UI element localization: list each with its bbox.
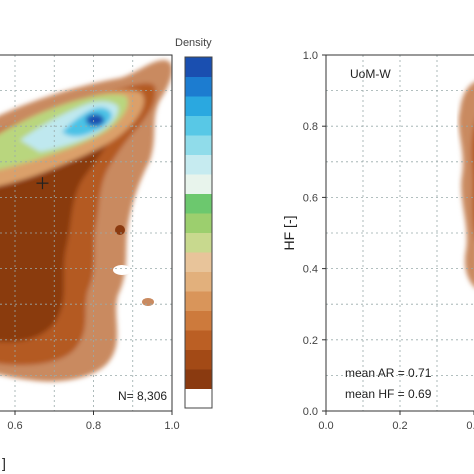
right-plot-area: 0.0 0.2 0.4 0.0 0.2 0.4 0.6 0.8 1.0 UoM-W mean A… [281,50,474,432]
colorbar: Density [175,37,213,409]
colorbar-swatch [185,193,212,214]
colorbar-frame [184,56,213,409]
colorbar-swatch [185,369,212,389]
x-tick-label: 0.2 [392,420,407,432]
colorbar-swatch [185,96,212,116]
x-tick-label: 0.6 [7,420,22,432]
colorbar-swatch [185,310,212,331]
colorbar-swatch [185,291,212,311]
colorbar-swatch [185,76,212,97]
colorbar-swatch [185,154,212,175]
density-gap-small [115,225,125,235]
colorbar-swatch [185,232,212,253]
y-tick-label: 0.4 [303,264,318,276]
colorbar-swatch [185,115,212,136]
plus-marker [36,177,49,190]
right-density-field [458,82,474,287]
colorbar-swatch [185,330,212,350]
x-tick-label: 1.0 [164,420,179,432]
right-ticks: 0.0 0.2 0.4 0.0 0.2 0.4 0.6 0.8 1.0 [303,50,474,432]
n-annotation: N= 8,306 [118,389,167,403]
colorbar-swatch [185,174,212,194]
density-peak [86,114,104,126]
x-tick-label: 0.0 [318,420,333,432]
colorbar-swatch [185,271,212,292]
colorbar-swatch [185,388,212,409]
colorbar-swatch [185,135,212,155]
left-x-ticks: 0.6 0.8 1.0 [7,411,180,432]
left-plot-area: 0.6 0.8 1.0 N= 8,306 ] [0,54,180,471]
x-tick-label: 0.4 [466,420,474,432]
colorbar-swatch [185,57,212,77]
left-axes-frame [0,54,173,412]
colorbar-swatches [185,57,212,409]
left-xlabel-fragment: ] [2,455,6,471]
left-density-field [0,60,172,382]
colorbar-swatch [185,349,212,370]
colorbar-swatch [185,213,212,233]
y-tick-label: 0.2 [303,335,318,347]
right-panel-title: UoM-W [350,67,391,81]
left-grid [0,55,172,411]
mean-ar-annotation: mean AR = 0.71 [345,366,432,380]
mean-hf-annotation: mean HF = 0.69 [345,387,432,401]
density-gap [113,265,131,275]
y-tick-label: 0.0 [303,406,318,418]
right-density-level-1 [458,82,474,287]
colorbar-title: Density [175,37,212,49]
y-tick-label: 1.0 [303,50,318,62]
density-island [142,298,154,306]
y-tick-label: 0.8 [303,121,318,133]
colorbar-swatch [185,252,212,272]
right-grid [326,55,474,411]
y-tick-label: 0.6 [303,192,318,204]
right-density-level-2 [471,126,474,229]
right-ylabel: HF [-] [281,216,297,251]
x-tick-label: 0.8 [86,420,101,432]
